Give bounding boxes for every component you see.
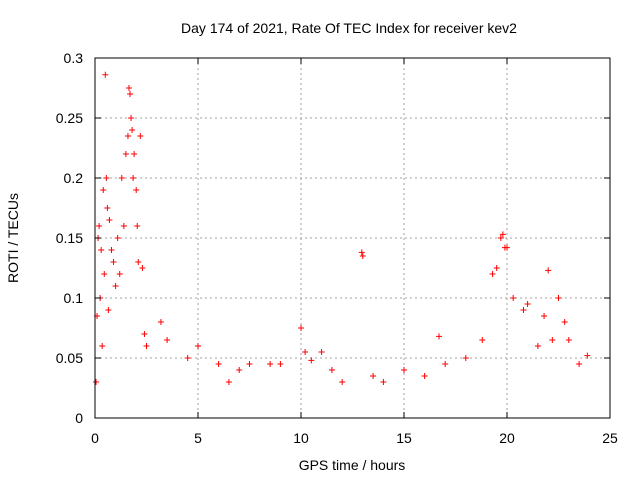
data-point [545,267,552,274]
data-point [164,337,171,343]
data-point [277,361,284,367]
data-point [129,127,136,133]
data-point [141,331,148,337]
data-point [131,151,138,157]
data-point [110,259,117,265]
data-point [137,133,144,139]
data-point [520,307,527,313]
data-point [359,253,366,259]
plot-frame [94,57,611,419]
y-tick-label: 0.15 [56,230,83,246]
x-tick-label: 10 [293,430,309,446]
data-point [120,223,127,229]
data-point [134,223,141,229]
chart-title: Day 174 of 2021, Rate Of TEC Index for r… [181,20,517,36]
data-point [101,271,108,277]
data-point [358,249,365,256]
data-point [584,352,591,359]
data-point [298,325,304,331]
data-point [555,295,562,301]
y-axis-label: ROTI / TECUs [5,193,21,283]
data-point [401,367,407,373]
data-point [99,343,106,349]
x-tick-label: 20 [499,430,515,446]
data-point [93,379,100,385]
data-points [93,71,591,385]
data-point [116,271,123,277]
data-point [130,175,137,181]
data-point [339,379,346,385]
data-point [105,307,112,313]
data-point [104,205,111,211]
data-point [106,217,113,223]
data-point [462,355,469,361]
data-point [493,265,500,271]
x-axis-label: GPS time / hours [299,457,406,473]
data-point [98,247,105,253]
data-point [157,319,164,325]
data-point [549,337,556,343]
data-point [246,361,253,367]
data-point [267,361,274,367]
data-point [143,343,150,349]
data-point [328,367,335,373]
data-point [124,133,131,139]
data-point [127,91,134,97]
data-point [576,361,583,367]
data-point [510,295,517,301]
data-point [380,379,387,385]
data-point [100,187,107,193]
data-point [122,151,129,157]
data-point [215,361,222,367]
x-tick-label: 15 [396,430,412,446]
x-tick-label: 0 [91,430,99,446]
data-point [308,357,315,364]
data-point [102,71,109,78]
x-tick-label: 5 [194,430,202,446]
data-point [128,115,135,121]
y-tick-label: 0.05 [56,350,83,366]
data-point [112,283,119,289]
data-point [225,379,232,385]
data-point [236,367,243,373]
axis-ticks: 0 5 10 15 20 25 0 0.05 0.1 0.15 0.2 0.25 0.3 [56,50,618,446]
data-point [103,175,110,181]
y-tick-label: 0 [75,410,83,426]
data-point [421,373,428,379]
data-point [139,265,146,271]
data-point [497,235,504,241]
x-tick-label: 25 [602,430,618,446]
y-tick-label: 0.3 [64,50,84,66]
y-tick-label: 0.1 [64,290,84,306]
data-point [489,271,496,277]
data-point [436,333,443,340]
data-point [96,223,103,229]
data-point [504,244,510,251]
data-point [118,175,125,181]
data-point [125,85,132,91]
data-point [370,373,377,379]
data-point [442,361,449,367]
y-tick-label: 0.2 [64,170,84,186]
data-point [561,319,568,325]
data-point [133,187,140,193]
data-point [195,343,201,349]
data-point [524,301,531,307]
data-point [534,343,541,349]
data-point [479,337,486,343]
data-point [541,313,548,319]
data-point [499,231,506,238]
data-point [318,349,325,355]
data-point [184,355,191,361]
data-point [114,235,121,241]
grid-lines [95,58,610,418]
data-point [565,337,572,343]
data-point [302,349,309,355]
y-tick-label: 0.25 [56,110,83,126]
data-point [108,247,115,253]
data-point [135,259,142,265]
